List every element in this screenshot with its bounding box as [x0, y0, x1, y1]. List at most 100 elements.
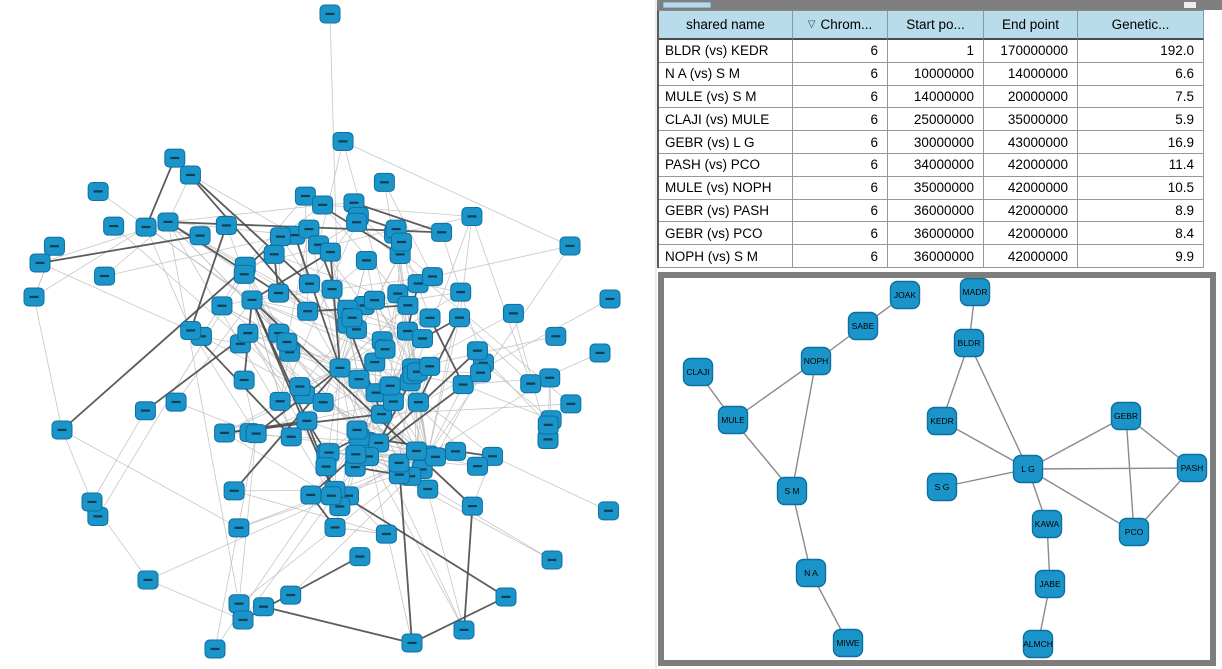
- network-edge[interactable]: [91, 410, 146, 503]
- column-header-genetic---[interactable]: Genetic...: [1078, 11, 1204, 40]
- network-edge[interactable]: [104, 236, 281, 277]
- table-cell[interactable]: 6: [793, 153, 888, 177]
- network-edge-NOPH-S M[interactable]: [791, 360, 817, 492]
- table-cell[interactable]: 11.4: [1078, 153, 1204, 177]
- table-cell[interactable]: 6: [793, 131, 888, 154]
- network-node[interactable]: [223, 481, 245, 501]
- network-node[interactable]: [315, 457, 337, 477]
- table-cell[interactable]: MULE (vs) NOPH: [659, 176, 793, 200]
- network-node[interactable]: [180, 321, 202, 341]
- table-cell[interactable]: MULE (vs) S M: [659, 85, 793, 109]
- network-node[interactable]: [294, 186, 316, 206]
- network-node[interactable]: [241, 290, 263, 310]
- table-cell[interactable]: N A (vs) S M: [659, 62, 793, 86]
- network-edge[interactable]: [459, 317, 531, 385]
- table-cell[interactable]: 42000000: [984, 153, 1078, 177]
- network-edge[interactable]: [190, 174, 295, 236]
- network-edge[interactable]: [33, 296, 63, 431]
- table-cell[interactable]: 192.0: [1078, 40, 1204, 63]
- network-node[interactable]: [228, 518, 250, 538]
- network-node[interactable]: [103, 216, 125, 236]
- main-network-view[interactable]: [0, 0, 655, 669]
- table-cell[interactable]: 43000000: [984, 131, 1078, 154]
- network-node[interactable]: [431, 222, 453, 242]
- network-node[interactable]: [269, 391, 291, 411]
- network-node[interactable]: [329, 358, 351, 378]
- network-node[interactable]: [43, 236, 65, 256]
- table-cell[interactable]: GEBR (vs) L G: [659, 131, 793, 154]
- network-node[interactable]: [157, 212, 179, 232]
- table-cell[interactable]: 20000000: [984, 85, 1078, 109]
- network-node-bldr[interactable]: BLDR: [953, 328, 985, 358]
- network-node-noph[interactable]: NOPH: [800, 346, 832, 376]
- network-node[interactable]: [559, 236, 581, 256]
- network-node[interactable]: [450, 282, 472, 302]
- network-edge[interactable]: [286, 229, 310, 343]
- network-node[interactable]: [374, 339, 396, 359]
- table-cell[interactable]: 42000000: [984, 222, 1078, 246]
- network-edge[interactable]: [167, 204, 323, 223]
- network-node[interactable]: [296, 411, 318, 431]
- network-node[interactable]: [300, 485, 322, 505]
- table-cell[interactable]: 6: [793, 199, 888, 223]
- network-edge[interactable]: [39, 262, 191, 331]
- network-edge[interactable]: [251, 299, 386, 350]
- network-node[interactable]: [397, 295, 419, 315]
- network-node-miwe[interactable]: MIWE: [832, 628, 864, 658]
- network-edge[interactable]: [61, 429, 93, 503]
- network-edge[interactable]: [398, 462, 413, 644]
- network-edge[interactable]: [377, 381, 411, 444]
- network-node[interactable]: [228, 594, 250, 614]
- network-node[interactable]: [419, 308, 441, 328]
- table-cell[interactable]: 8.9: [1078, 199, 1204, 223]
- network-edge[interactable]: [234, 490, 387, 535]
- network-node[interactable]: [297, 301, 319, 321]
- network-node[interactable]: [135, 217, 157, 237]
- network-node[interactable]: [215, 216, 237, 236]
- network-edge[interactable]: [113, 225, 305, 395]
- network-node[interactable]: [233, 370, 255, 390]
- network-node[interactable]: [320, 486, 342, 506]
- network-node[interactable]: [589, 343, 611, 363]
- network-node[interactable]: [276, 332, 298, 352]
- network-node[interactable]: [211, 296, 233, 316]
- network-node[interactable]: [421, 267, 443, 287]
- table-cell[interactable]: 36000000: [888, 222, 984, 246]
- table-cell[interactable]: 36000000: [888, 245, 984, 268]
- network-edge[interactable]: [322, 204, 399, 294]
- network-node[interactable]: [341, 308, 363, 328]
- hscrollbar-thumb[interactable]: [663, 2, 711, 8]
- network-node[interactable]: [348, 369, 370, 389]
- network-node-sabe[interactable]: SABE: [847, 311, 879, 341]
- dense-network-canvas[interactable]: [0, 0, 655, 669]
- network-node[interactable]: [445, 441, 467, 461]
- network-edge[interactable]: [238, 433, 257, 604]
- network-node[interactable]: [355, 250, 377, 270]
- table-cell[interactable]: 6: [793, 108, 888, 132]
- network-node[interactable]: [280, 427, 302, 447]
- network-node[interactable]: [23, 287, 45, 307]
- network-edge[interactable]: [167, 221, 280, 294]
- network-node[interactable]: [502, 303, 524, 323]
- network-edge[interactable]: [175, 299, 253, 403]
- network-node-kawa[interactable]: KAWA: [1031, 509, 1063, 539]
- network-edge[interactable]: [342, 141, 571, 247]
- table-cell[interactable]: 6: [793, 222, 888, 246]
- network-edge[interactable]: [145, 226, 253, 301]
- network-node[interactable]: [537, 430, 559, 450]
- network-edge[interactable]: [358, 379, 380, 444]
- network-edge[interactable]: [427, 245, 571, 456]
- network-node[interactable]: [424, 447, 446, 467]
- network-node[interactable]: [388, 453, 410, 473]
- network-node[interactable]: [349, 547, 371, 567]
- network-node[interactable]: [263, 244, 285, 264]
- network-edge[interactable]: [463, 384, 552, 421]
- hscrollbar-endcap[interactable]: [1184, 2, 1196, 8]
- network-edge[interactable]: [293, 234, 341, 369]
- network-edge[interactable]: [334, 489, 507, 598]
- network-edge[interactable]: [145, 157, 176, 228]
- column-header-chrom---[interactable]: ▽ Chrom...: [793, 11, 888, 40]
- network-edge[interactable]: [381, 403, 571, 415]
- network-node[interactable]: [214, 423, 236, 443]
- table-cell[interactable]: 10000000: [888, 62, 984, 86]
